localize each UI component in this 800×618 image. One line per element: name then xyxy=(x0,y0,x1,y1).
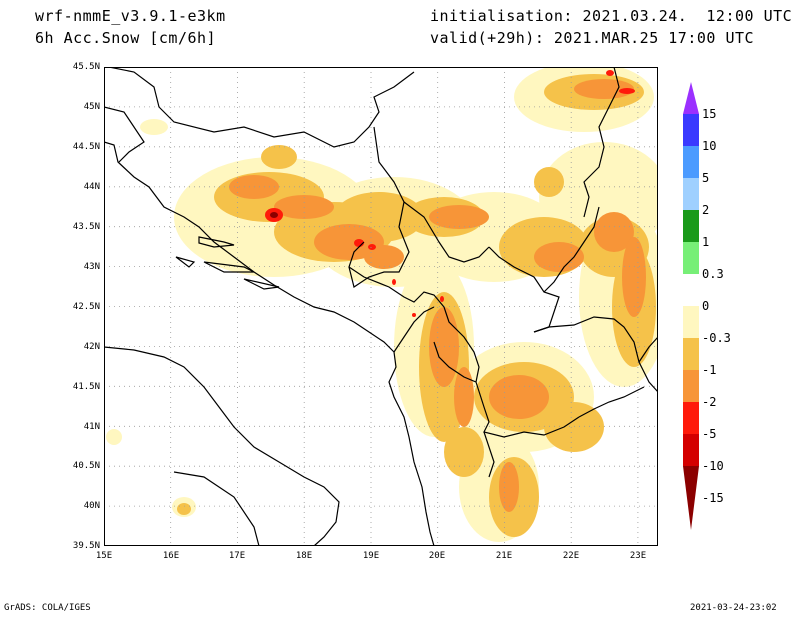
lat-label: 43N xyxy=(83,262,100,272)
colorbar-cell xyxy=(683,242,699,275)
colorbar-label: -5 xyxy=(702,427,717,441)
colorbar-label: 0 xyxy=(702,299,710,313)
model-title: wrf-nmmE_v3.9.1-e3km xyxy=(35,7,226,25)
footer-timestamp: 2021-03-24-23:02 xyxy=(690,603,777,613)
lon-label: 16E xyxy=(162,551,180,561)
lon-label: 21E xyxy=(495,551,513,561)
footer-credit: GrADS: COLA/IGES xyxy=(4,603,91,613)
lat-label: 40N xyxy=(83,501,100,511)
lat-label: 41N xyxy=(83,422,100,432)
lat-label: 43.5N xyxy=(72,222,100,232)
lat-label: 45N xyxy=(83,102,100,112)
colorbar-cell xyxy=(683,434,699,467)
colorbar-label: -2 xyxy=(702,395,717,409)
lat-label: 41.5N xyxy=(72,382,100,392)
variable-title: 6h Acc.Snow [cm/6h] xyxy=(35,29,217,47)
colorbar-label: 0.3 xyxy=(702,267,724,281)
colorbar-arrow-top xyxy=(683,82,699,114)
lon-label: 18E xyxy=(295,551,313,561)
lon-label: 17E xyxy=(228,551,246,561)
colorbar-cell xyxy=(683,306,699,339)
lat-label: 45.5N xyxy=(72,62,100,72)
colorbar-label: 1 xyxy=(702,235,710,249)
colorbar-label: -15 xyxy=(702,491,724,505)
lat-label: 40.5N xyxy=(72,461,100,471)
colorbar-label: 15 xyxy=(702,107,717,121)
colorbar-arrow-bottom xyxy=(683,466,699,530)
colorbar xyxy=(683,82,699,530)
colorbar-label: 5 xyxy=(702,171,710,185)
lat-label: 42.5N xyxy=(72,302,100,312)
lat-label: 44.5N xyxy=(72,142,100,152)
colorbar-cell xyxy=(683,274,699,307)
valid-time: valid(+29h): 2021.MAR.25 17:00 UTC xyxy=(430,29,755,47)
lon-label: 20E xyxy=(428,551,446,561)
lon-label: 19E xyxy=(362,551,380,561)
coastlines-borders xyxy=(104,67,658,546)
colorbar-cell xyxy=(683,114,699,147)
colorbar-label: 10 xyxy=(702,139,717,153)
colorbar-label: -10 xyxy=(702,459,724,473)
colorbar-cell xyxy=(683,178,699,211)
lat-label: 39.5N xyxy=(72,541,100,551)
colorbar-cell xyxy=(683,370,699,403)
colorbar-label: -1 xyxy=(702,363,717,377)
lat-label: 44N xyxy=(83,182,100,192)
colorbar-cell xyxy=(683,338,699,371)
snow-map xyxy=(104,67,658,546)
lon-label: 22E xyxy=(562,551,580,561)
colorbar-label: 2 xyxy=(702,203,710,217)
lon-label: 23E xyxy=(629,551,647,561)
lat-label: 42N xyxy=(83,342,100,352)
colorbar-cell xyxy=(683,146,699,179)
colorbar-cell xyxy=(683,402,699,435)
map-frame xyxy=(104,67,658,546)
init-time: initialisation: 2021.03.24. 12:00 UTC xyxy=(430,7,793,25)
colorbar-cell xyxy=(683,210,699,243)
lon-label: 15E xyxy=(95,551,113,561)
colorbar-label: -0.3 xyxy=(702,331,731,345)
